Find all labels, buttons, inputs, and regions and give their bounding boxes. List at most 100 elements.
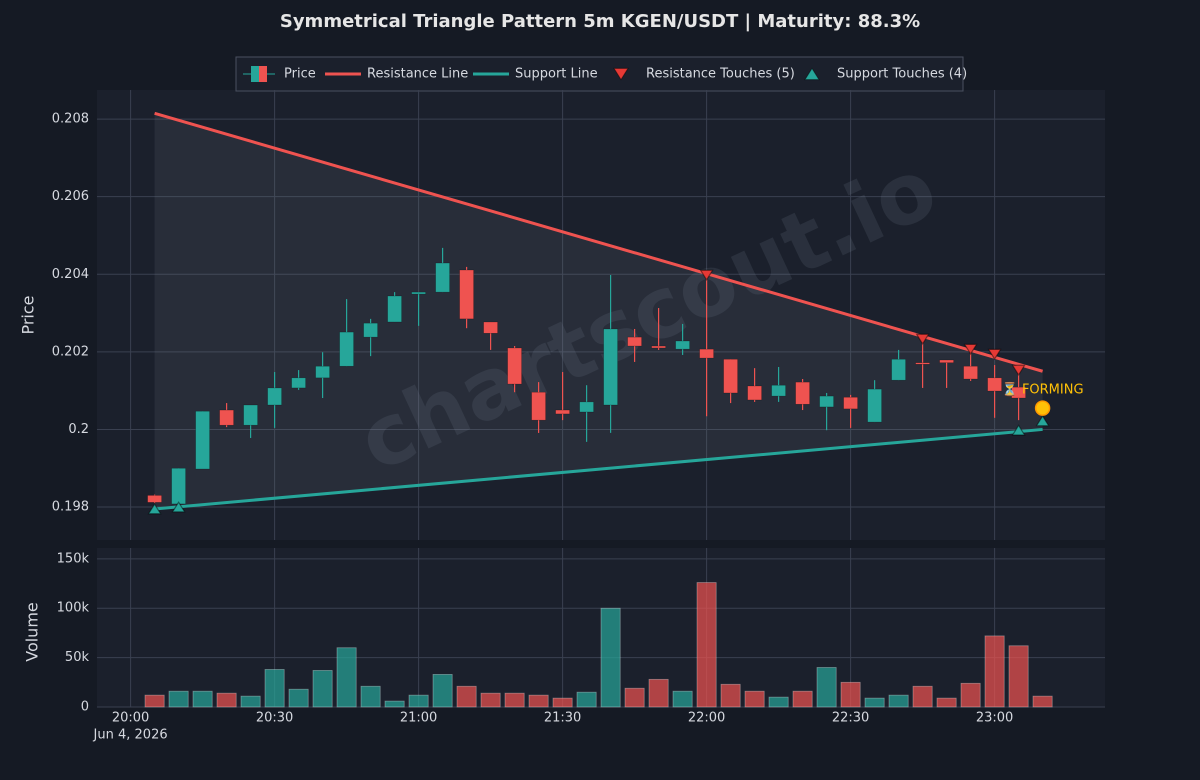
x-tick-label: 22:30: [832, 711, 869, 726]
volume-bar: [792, 690, 813, 708]
y-axis-label: Price: [19, 295, 38, 334]
chart-title: Symmetrical Triangle Pattern 5m KGEN/USD…: [280, 11, 920, 32]
volume-bar: [600, 607, 621, 708]
volume-bar: [240, 695, 261, 708]
candle-body: [555, 409, 570, 415]
x-tick-label: 23:00: [976, 711, 1013, 726]
volume-bar: [456, 685, 477, 708]
volume-bar: [960, 682, 981, 708]
y-tick-label: 50k: [65, 650, 90, 665]
candle-body: [747, 385, 762, 401]
y-tick-label: 0.206: [52, 189, 89, 204]
volume-bar: [192, 690, 213, 708]
volume-bar: [696, 582, 717, 708]
candle-body: [771, 384, 786, 397]
candle-body: [171, 467, 186, 505]
volume-bar: [672, 690, 693, 708]
volume-bar: [1032, 695, 1053, 708]
volume-bar: [336, 647, 357, 708]
forming-point: [1034, 400, 1051, 416]
touch-marker: [987, 348, 1002, 361]
candle-body: [867, 388, 882, 423]
candle-body: [651, 345, 666, 349]
candle-body: [387, 295, 402, 323]
candle-body: [699, 348, 714, 359]
volume-bar: [312, 670, 333, 708]
legend-icon: [259, 66, 267, 82]
forming-label: ⏳ FORMING: [1002, 382, 1084, 398]
candle-body: [147, 495, 162, 503]
y-tick-label: 0.2: [68, 422, 89, 437]
candle-body: [963, 365, 978, 380]
legend-icon: [804, 67, 820, 81]
touch-marker: [1011, 424, 1026, 436]
candle-body: [267, 387, 282, 406]
touch-marker: [699, 269, 714, 281]
touch-marker: [1011, 364, 1026, 377]
volume-bar: [144, 694, 165, 708]
legend-icon: [251, 66, 259, 82]
volume-bar: [888, 694, 909, 708]
y-tick-label: 100k: [57, 601, 90, 616]
candle-body: [363, 322, 378, 338]
candle-body: [243, 404, 258, 426]
candle-body: [723, 358, 738, 394]
x-tick-label: 20:00: [112, 711, 149, 726]
volume-bar: [816, 667, 837, 708]
volume-bar: [936, 697, 957, 708]
volume-bar: [504, 692, 525, 708]
y-tick-label: 0.198: [52, 500, 89, 515]
volume-bar: [912, 685, 933, 708]
touch-marker: [147, 503, 162, 515]
candle-body: [195, 410, 210, 470]
volume-bar: [288, 688, 309, 708]
price-plot-area: [97, 90, 1105, 540]
x-date-label: Jun 4, 2026: [93, 728, 168, 743]
y-tick-label: 0.208: [52, 112, 89, 127]
volume-bar: [432, 674, 453, 708]
candle-body: [795, 381, 810, 405]
volume-bar: [408, 694, 429, 708]
volume-bar: [216, 692, 237, 708]
volume-bar: [576, 691, 597, 708]
legend-label: Support Line: [515, 67, 598, 82]
volume-bar: [720, 683, 741, 708]
candle-body: [603, 328, 618, 406]
y-tick-label: 0.202: [52, 344, 89, 359]
legend-label: Support Touches (4): [837, 67, 967, 82]
y-tick-label: 0: [81, 700, 89, 715]
volume-bar: [864, 697, 885, 708]
pattern-area: [154, 113, 1043, 509]
y-axis-label: Volume: [23, 602, 42, 662]
volume-bar: [624, 687, 645, 708]
candle-body: [627, 336, 642, 347]
candle-body: [315, 365, 330, 379]
candle-body: [579, 401, 594, 413]
legend-icon: [613, 67, 629, 81]
volume-bar: [768, 696, 789, 708]
volume-bar: [480, 692, 501, 708]
volume-bar: [360, 685, 381, 708]
candle-body: [1011, 386, 1026, 399]
y-tick-label: 150k: [57, 551, 90, 566]
volume-bar: [384, 700, 405, 708]
volume-bar: [984, 635, 1005, 708]
candle-body: [531, 391, 546, 421]
trend-line: [154, 427, 1043, 511]
volume-bar: [744, 690, 765, 708]
x-tick-label: 21:00: [400, 711, 437, 726]
legend-label: Resistance Touches (5): [646, 67, 795, 82]
touch-marker: [963, 343, 978, 356]
touch-marker: [171, 501, 186, 513]
x-tick-label: 21:30: [544, 711, 581, 726]
trend-line: [154, 111, 1044, 373]
touch-marker: [915, 333, 930, 345]
legend-label: Resistance Line: [367, 67, 468, 82]
candle-body: [435, 262, 450, 293]
volume-bar: [648, 678, 669, 708]
candle-body: [987, 377, 1002, 392]
volume-bar: [552, 697, 573, 708]
candle-body: [219, 409, 234, 426]
candle-body: [819, 395, 834, 408]
candle-body: [459, 269, 474, 320]
